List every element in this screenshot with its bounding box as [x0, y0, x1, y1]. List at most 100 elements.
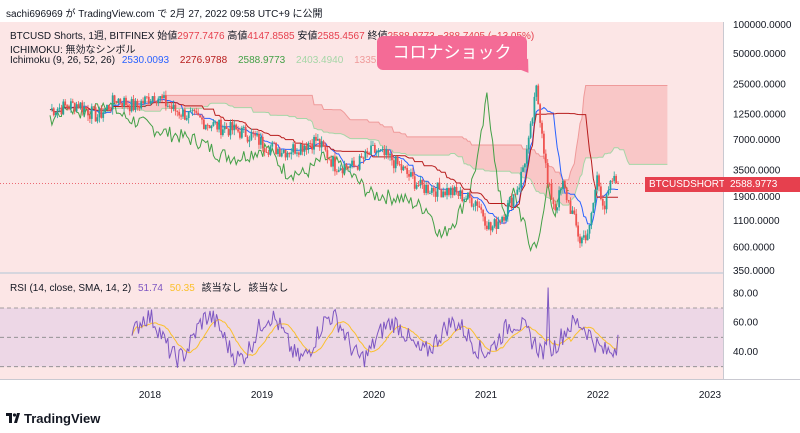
candle-body — [535, 85, 538, 97]
candle-body — [282, 149, 285, 153]
candle-body — [347, 166, 350, 168]
candle-body — [208, 125, 211, 129]
candle-body — [284, 149, 287, 158]
ichimoku-lagging-value: 2588.9773 — [237, 55, 286, 66]
candle-body — [193, 109, 196, 112]
candle-body — [411, 172, 414, 177]
candle-body — [334, 156, 336, 172]
rsi-ma-line — [131, 318, 619, 357]
candle-body — [554, 204, 557, 211]
corona-shock-callout[interactable]: コロナショック — [377, 36, 527, 70]
candle-body — [467, 192, 469, 199]
tradingview-brand: TradingView — [24, 411, 101, 426]
time-axis[interactable] — [0, 379, 800, 404]
ichimoku-base-value: 2276.9788 — [179, 55, 228, 66]
candle-body — [444, 191, 447, 196]
candle-body — [404, 166, 407, 169]
candle-body — [202, 119, 205, 130]
candle-body — [518, 187, 521, 190]
candle-body — [62, 101, 65, 115]
candle-body — [73, 102, 76, 112]
candle-body — [185, 118, 188, 120]
candle-body — [571, 210, 574, 214]
candle-body — [419, 179, 422, 186]
candle-body — [142, 101, 144, 104]
candle-body — [442, 191, 445, 198]
candle-body — [275, 142, 277, 155]
candle-body — [258, 133, 260, 145]
last-price-label: 2588.9773 — [724, 177, 800, 192]
candle-body — [449, 187, 452, 195]
candle-body — [491, 226, 494, 231]
candle-body — [85, 106, 87, 110]
candle-body — [613, 175, 616, 181]
candle-body — [353, 160, 355, 167]
pane-divider[interactable] — [0, 272, 800, 274]
candle-body — [50, 108, 53, 110]
candle-body — [565, 187, 568, 201]
candle-body — [170, 106, 173, 110]
candle-body — [297, 152, 300, 155]
candle-body — [389, 153, 391, 156]
candle-body — [596, 175, 599, 190]
candle-body — [292, 144, 295, 153]
candle-body — [531, 118, 534, 124]
candle-body — [248, 139, 251, 142]
rsi-label: RSI (14, close, SMA, 14, 2) — [10, 283, 132, 294]
candle-body — [609, 180, 612, 190]
rsi-ma-value: 50.35 — [169, 283, 195, 294]
candle-body — [288, 152, 291, 155]
leading-span-a-line — [99, 102, 668, 206]
time-tick-label: 2018 — [139, 390, 162, 401]
candle-body — [166, 105, 169, 107]
candle-body — [430, 187, 433, 193]
candle-body — [305, 145, 308, 150]
symbol-price-tag: BTCUSDSHORTS — [645, 177, 736, 192]
candle-body — [273, 142, 276, 144]
candle-body — [117, 98, 120, 103]
candle-body — [204, 124, 207, 130]
candle-body — [354, 166, 357, 168]
candle-body — [144, 96, 146, 104]
candle-body — [77, 104, 80, 109]
ichimoku-error-legend[interactable]: ICHIMOKU: 無効なシンボル — [10, 41, 136, 56]
candle-body — [132, 98, 135, 111]
candle-body — [440, 189, 443, 198]
leading-span-b-line — [99, 85, 668, 181]
price-tick-label: 25000.0000 — [733, 79, 786, 90]
candle-body — [149, 101, 152, 104]
candle-body — [421, 179, 424, 185]
candle-body — [252, 132, 255, 134]
candle-body — [242, 126, 245, 128]
candle-body — [182, 109, 184, 117]
candle-body — [400, 164, 403, 171]
candle-body — [562, 180, 564, 189]
ichimoku-label: Ichimoku (9, 26, 52, 26) — [10, 55, 116, 66]
candle-body — [459, 190, 462, 196]
candle-body — [157, 98, 160, 104]
candle-body — [594, 189, 597, 203]
candle-body — [178, 111, 181, 116]
candle-body — [307, 143, 310, 150]
price-axis[interactable] — [723, 22, 800, 379]
ichimoku-legend[interactable]: Ichimoku (9, 26, 52, 26) 2530.0093 2276.… — [10, 55, 407, 66]
candle-body — [324, 146, 327, 151]
candle-body — [104, 108, 106, 113]
candle-body — [134, 101, 137, 111]
candle-body — [187, 111, 190, 119]
candle-body — [392, 160, 395, 169]
candle-body — [394, 156, 397, 169]
time-tick-label: 2020 — [363, 390, 386, 401]
candle-body — [495, 219, 498, 229]
candle-body — [256, 133, 258, 136]
candle-body — [370, 145, 372, 155]
candle-body — [429, 192, 431, 194]
candle-body — [92, 106, 95, 108]
candle-body — [364, 151, 367, 159]
candle-body — [265, 151, 268, 153]
candle-body — [575, 213, 578, 226]
rsi-legend[interactable]: RSI (14, close, SMA, 14, 2) 51.74 50.35 … — [10, 279, 288, 294]
candle-body — [482, 209, 485, 217]
candle-body — [358, 156, 361, 170]
candle-body — [446, 188, 448, 196]
